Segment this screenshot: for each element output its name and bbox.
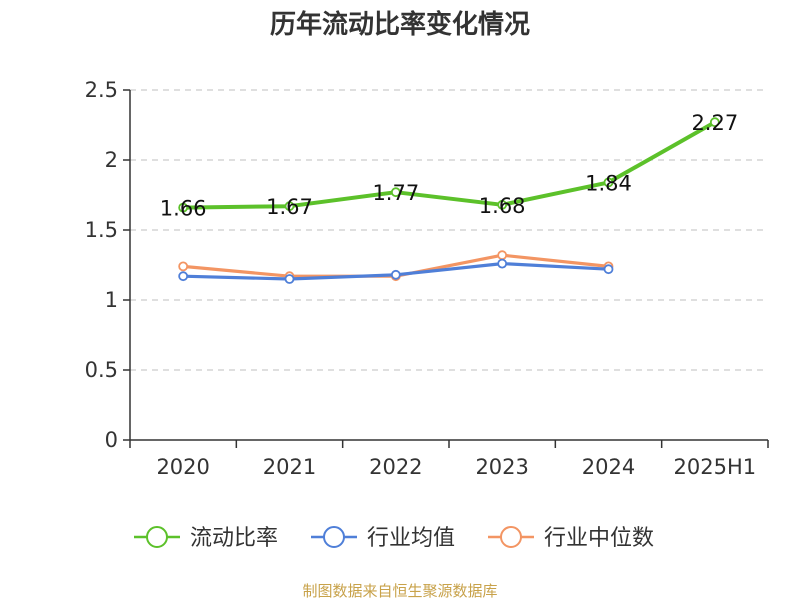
- data-point: [709, 117, 720, 128]
- data-label: 1.67: [266, 195, 313, 219]
- legend: 流动比率 行业均值 行业中位数: [134, 526, 654, 551]
- legend-label: 行业中位数: [544, 526, 654, 551]
- series-line: [181, 120, 717, 210]
- legend-label: 行业均值: [367, 526, 455, 551]
- data-label: 1.77: [372, 181, 419, 205]
- x-tick-label: 2023: [475, 455, 528, 479]
- data-point: [284, 274, 295, 284]
- y-tick-label: 1.5: [85, 218, 118, 242]
- data-point: [497, 199, 508, 210]
- legend-marker: [146, 526, 168, 548]
- data-point: [178, 202, 189, 213]
- legend-item[interactable]: 行业均值: [311, 526, 455, 551]
- legend-marker: [323, 526, 345, 548]
- y-tick-label: 2: [105, 148, 118, 172]
- y-tick-label: 0: [105, 428, 118, 452]
- legend-item[interactable]: 流动比率: [134, 526, 278, 551]
- y-tick-label: 2.5: [85, 78, 118, 102]
- data-label: 1.84: [585, 171, 632, 195]
- gridlines: [130, 89, 768, 371]
- x-tick-label: 2021: [263, 455, 316, 479]
- series-0: 1.66 1.67 1.77 1.68 1.84 2.27: [160, 111, 738, 220]
- y-tick-label: 1: [105, 288, 118, 312]
- data-label: 1.66: [160, 197, 207, 221]
- data-point: [497, 250, 508, 261]
- data-label: 2.27: [691, 111, 738, 135]
- series-1: [178, 258, 614, 284]
- data-point: [284, 201, 295, 212]
- source-note: 制图数据来自恒生聚源数据库: [302, 582, 497, 600]
- y-tick-label: 0.5: [85, 358, 118, 382]
- axes: 0 0.5 1 1.5 2 2.5 2020 2021 2022 2023 2024 2025H1: [85, 78, 769, 479]
- legend-label: 流动比率: [190, 526, 278, 551]
- data-point: [603, 177, 614, 188]
- legend-marker: [500, 526, 522, 548]
- x-tick-label: 2020: [156, 455, 209, 479]
- data-point: [603, 264, 614, 275]
- x-tick-label: 2025H1: [674, 455, 757, 479]
- data-point: [390, 269, 401, 280]
- series-group: 1.66 1.67 1.77 1.68 1.84 2.27: [160, 111, 738, 284]
- x-tick-label: 2022: [369, 455, 422, 479]
- data-point: [390, 187, 401, 198]
- data-label: 1.68: [479, 194, 526, 218]
- data-point: [178, 261, 189, 272]
- x-tick-label: 2024: [582, 455, 635, 479]
- chart-title: 历年流动比率变化情况: [270, 9, 530, 40]
- data-point: [497, 258, 508, 269]
- data-point: [178, 271, 189, 282]
- legend-item[interactable]: 行业中位数: [488, 526, 654, 551]
